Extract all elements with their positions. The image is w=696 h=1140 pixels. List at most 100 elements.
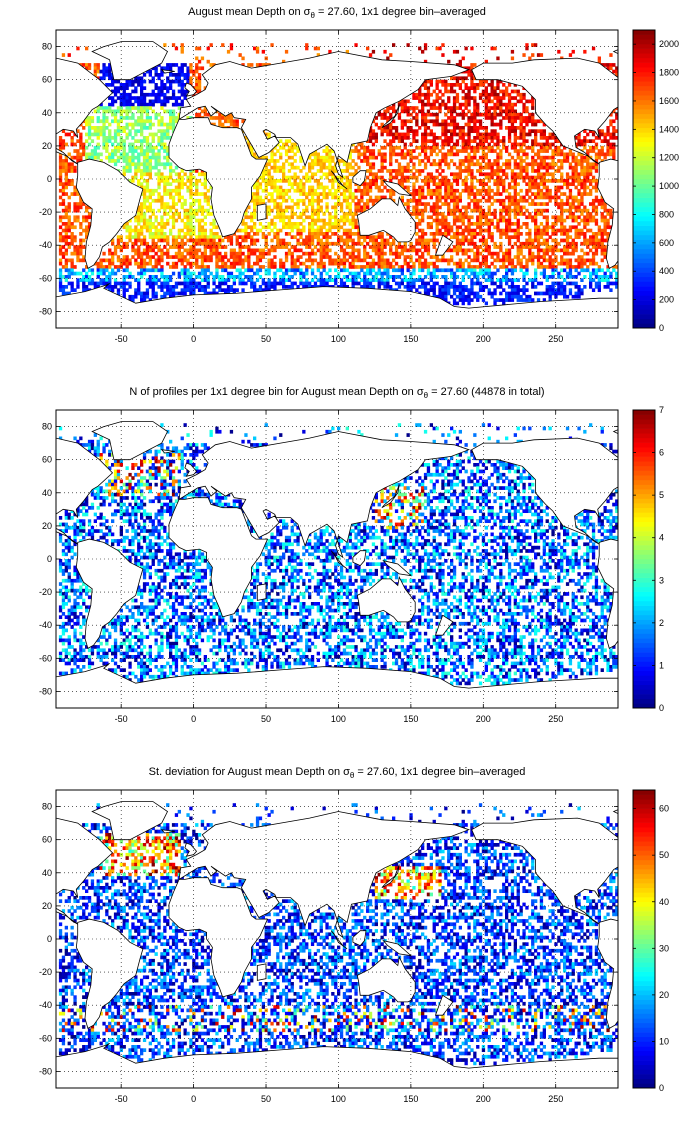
data-cell (189, 79, 193, 84)
data-cell (438, 188, 442, 193)
data-cell (166, 261, 170, 266)
data-cell (560, 228, 564, 233)
data-cell (319, 245, 323, 249)
data-cell (496, 96, 500, 100)
data-cell (406, 129, 410, 134)
data-cell (122, 92, 126, 97)
data-cell (554, 198, 558, 203)
data-cell (85, 145, 89, 150)
data-cell (267, 198, 271, 203)
data-cell (160, 258, 164, 263)
data-cell (484, 129, 488, 134)
data-cell (331, 165, 335, 170)
data-cell (128, 165, 132, 170)
data-cell (73, 251, 77, 256)
data-cell (452, 162, 457, 167)
data-cell (455, 218, 460, 223)
data-cell (603, 225, 607, 230)
data-cell (134, 155, 138, 160)
data-cell (371, 265, 376, 269)
data-cell (305, 172, 309, 177)
data-cell (195, 258, 199, 263)
data-cell (308, 241, 312, 246)
data-cell (531, 119, 535, 124)
data-cell (568, 235, 573, 240)
data-cell (148, 122, 152, 127)
data-cell (116, 132, 121, 137)
data-cell (476, 232, 480, 236)
data-cell (551, 232, 555, 236)
data-cell (212, 235, 216, 240)
data-cell (85, 232, 89, 236)
data-cell (131, 89, 135, 94)
data-cell (415, 202, 419, 206)
data-cell (560, 255, 564, 259)
data-cell (319, 208, 323, 213)
data-cell (571, 218, 575, 223)
data-cell (418, 241, 422, 246)
data-cell (134, 132, 138, 137)
data-cell (145, 251, 150, 256)
data-cell (140, 102, 144, 107)
data-cell (345, 182, 349, 187)
data-cell (186, 248, 190, 253)
data-cell (574, 218, 578, 223)
data-cell (545, 225, 549, 230)
data-cell (293, 222, 297, 226)
data-cell (470, 248, 474, 253)
data-cell (171, 212, 176, 216)
data-cell (154, 145, 158, 150)
data-cell (557, 248, 561, 253)
data-cell (134, 172, 138, 177)
data-cell (493, 86, 497, 91)
data-cell (432, 112, 436, 117)
data-cell (58, 175, 63, 180)
data-cell (206, 258, 210, 263)
data-cell (499, 169, 503, 173)
data-cell (415, 106, 419, 110)
data-cell (325, 175, 329, 180)
data-cell (380, 155, 384, 160)
data-cell (279, 228, 283, 233)
data-cell (337, 159, 341, 163)
data-cell (481, 235, 486, 240)
data-cell (560, 179, 564, 183)
data-cell (597, 241, 601, 246)
data-cell (186, 185, 190, 190)
data-cell (171, 205, 176, 210)
data-cell (412, 132, 416, 137)
data-cells (58, 43, 618, 306)
data-cell (510, 106, 515, 110)
data-cell (450, 228, 454, 233)
data-cell (545, 258, 549, 263)
data-cell (342, 182, 347, 187)
data-cell (102, 69, 106, 74)
data-cell (116, 109, 121, 114)
data-cell (337, 222, 341, 226)
data-cell (435, 119, 439, 124)
data-cell (229, 255, 234, 259)
data-cell (435, 145, 439, 150)
data-cell (131, 245, 135, 249)
data-cell (166, 63, 170, 67)
data-cell (250, 152, 254, 157)
data-cell (108, 76, 112, 81)
data-cell (600, 241, 604, 246)
data-cell (322, 155, 326, 160)
data-cell (513, 83, 517, 87)
data-cell (513, 202, 517, 206)
data-cell (394, 169, 399, 173)
data-cell (200, 208, 205, 213)
data-cell (528, 251, 532, 256)
data-cell (507, 129, 512, 134)
data-cell (467, 192, 471, 196)
data-cell (502, 185, 506, 190)
data-cell (528, 132, 532, 137)
data-cell (70, 155, 74, 160)
data-cell (531, 165, 535, 170)
data-cell (197, 86, 202, 91)
data-cell (282, 215, 286, 220)
data-cell (131, 155, 135, 160)
data-cell (313, 162, 318, 167)
data-cell (429, 172, 433, 177)
